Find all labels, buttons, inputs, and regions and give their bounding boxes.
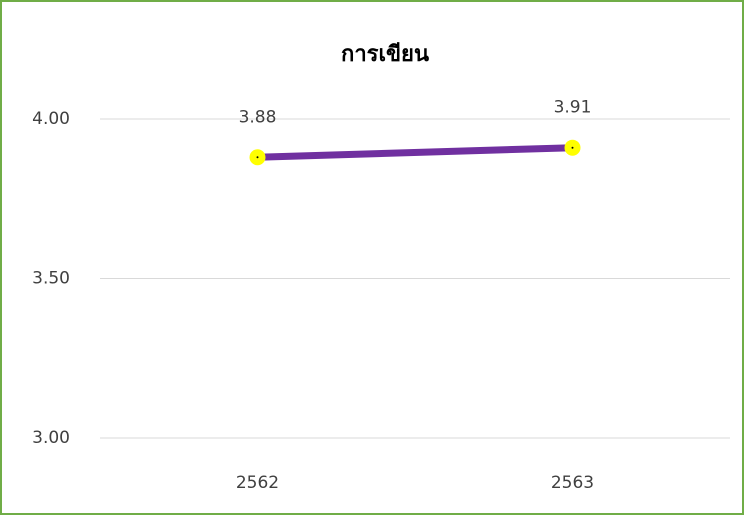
- y-tick-label: 4.00: [32, 109, 70, 129]
- y-tick-label: 3.50: [32, 269, 70, 289]
- y-tick-label: 3.00: [32, 428, 70, 448]
- marker-center: [256, 156, 259, 159]
- x-tick-label: 2563: [551, 473, 594, 493]
- data-label: 3.88: [239, 107, 277, 127]
- line: [254, 144, 576, 161]
- x-tick-label: 2562: [236, 473, 279, 493]
- marker-center: [571, 146, 574, 149]
- data-label: 3.91: [554, 98, 592, 118]
- chart-title: การเขียน: [341, 42, 429, 67]
